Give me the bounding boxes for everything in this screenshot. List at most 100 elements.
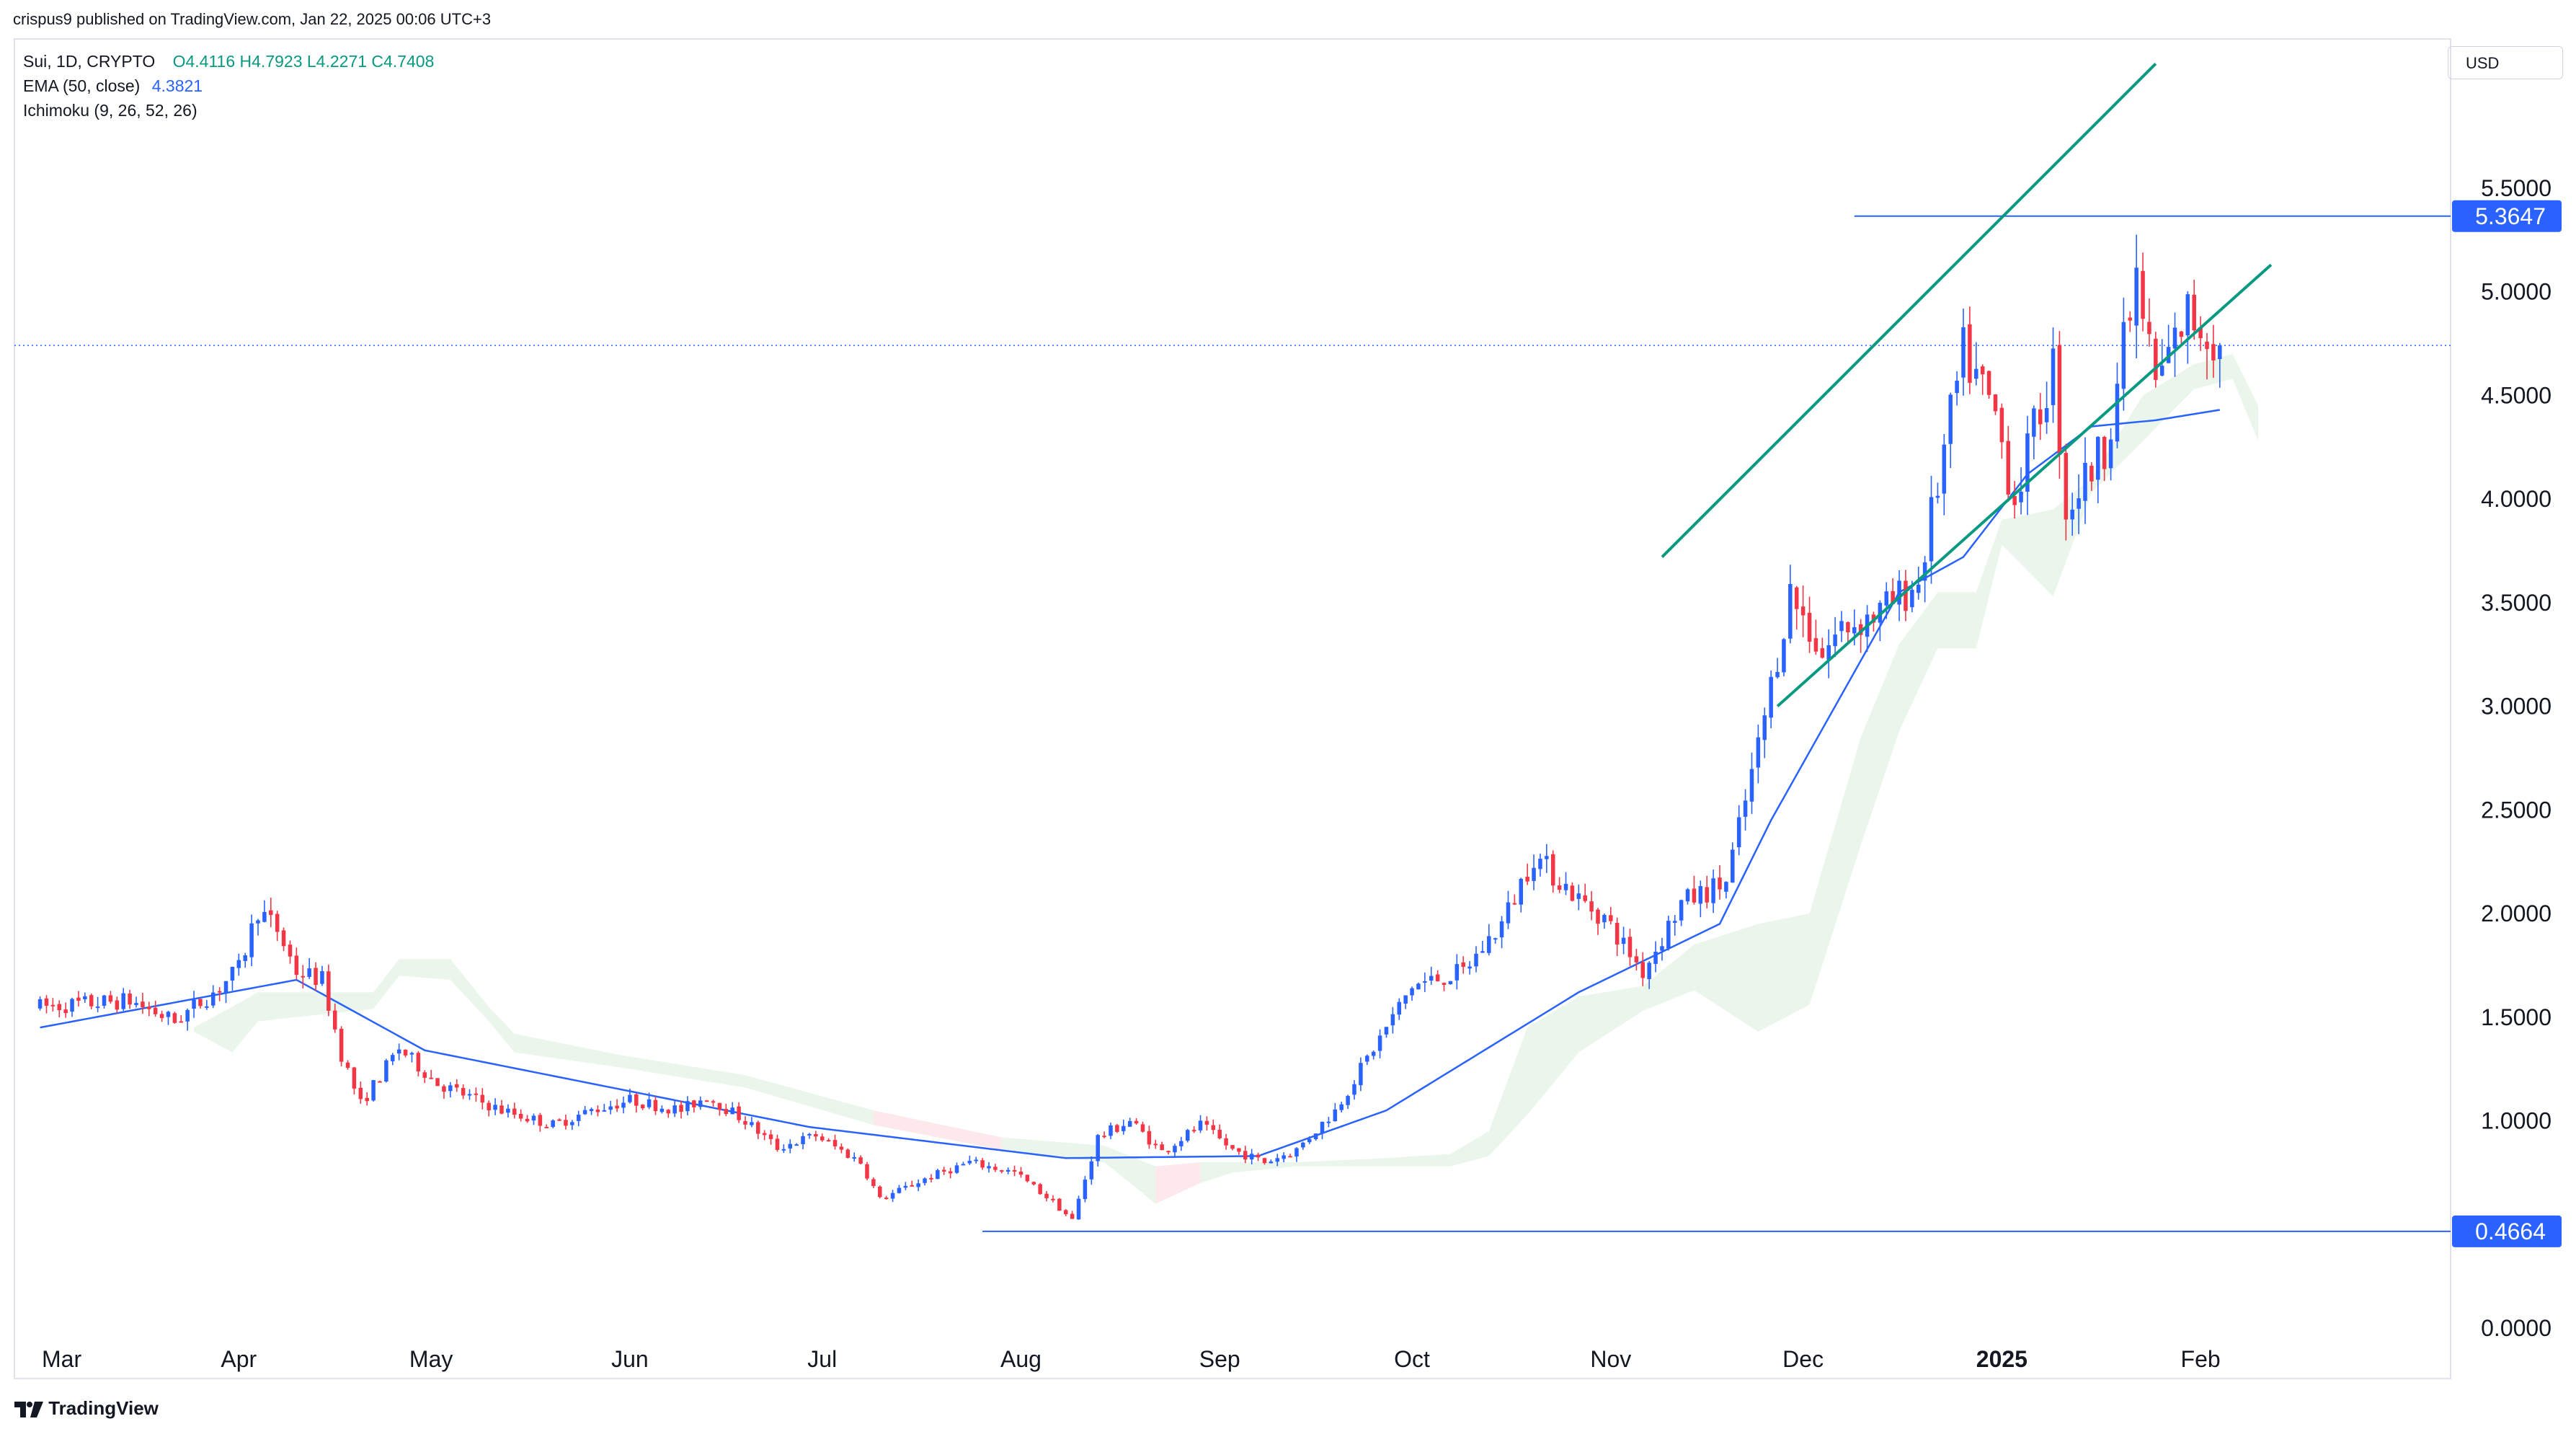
candle-up — [2121, 322, 2126, 389]
candle-down — [878, 1186, 882, 1198]
candle-up — [852, 1156, 856, 1159]
candle-up — [647, 1099, 652, 1107]
candle-up — [1454, 964, 1460, 981]
candle-up — [1326, 1121, 1331, 1123]
candle-up — [2044, 408, 2049, 422]
candle-up — [1410, 988, 1414, 996]
cloud-segment — [489, 1007, 515, 1053]
candle-up — [1852, 627, 1857, 634]
candle-up — [1897, 580, 1901, 605]
candle-down — [474, 1093, 479, 1095]
candle-down — [1718, 877, 1722, 890]
candle-down — [1102, 1136, 1106, 1138]
time-tick-label: Oct — [1394, 1346, 1430, 1372]
cloud-segment — [1809, 737, 1861, 1005]
price-tick-label: 4.5000 — [2481, 382, 2551, 408]
candle-up — [185, 1009, 190, 1022]
cloud-segment — [1643, 944, 1695, 1012]
candle-down — [2102, 436, 2107, 469]
candle-up — [2032, 408, 2036, 437]
candle-down — [327, 971, 331, 1011]
candle-down — [564, 1120, 568, 1126]
candle-up — [1826, 645, 1831, 660]
time-tick-label: Jun — [611, 1346, 649, 1372]
candle-down — [172, 1013, 177, 1023]
candle-up — [409, 1053, 414, 1055]
legend-ema-row[interactable]: EMA (50, close) 4.3821 — [23, 74, 434, 98]
candle-up — [1390, 1014, 1395, 1026]
price-axis[interactable]: 0.0000 1.0000 1.5000 2.0000 2.5000 3.0000 3.50… — [2481, 175, 2551, 1341]
candle-down — [1813, 638, 1818, 652]
candle-up — [391, 1055, 395, 1061]
tradingview-logo[interactable]: TradingView — [14, 1397, 159, 1420]
candle-down — [1800, 606, 1806, 616]
candle-up — [1416, 983, 1421, 990]
candle-down — [1166, 1151, 1171, 1153]
candle-down — [1243, 1151, 1248, 1160]
legend-symbol-row: Sui, 1D, CRYPTO O4.4116 H4.7923 L4.2271 … — [23, 49, 434, 74]
candle-down — [1583, 895, 1587, 901]
candle-down — [57, 1004, 62, 1011]
candle-down — [832, 1140, 838, 1146]
candle-up — [1339, 1104, 1343, 1110]
candle-up — [1397, 1001, 1402, 1015]
candle-down — [108, 995, 113, 1002]
legend-ichimoku-row[interactable]: Ichimoku (9, 26, 52, 26) — [23, 98, 434, 123]
candle-down — [1134, 1120, 1139, 1124]
candle-down — [2064, 453, 2069, 520]
candle-down — [1031, 1182, 1036, 1185]
candle-up — [1576, 893, 1581, 899]
symbol-label[interactable]: Sui, 1D, CRYPTO — [23, 52, 156, 71]
candle-up — [2019, 491, 2023, 503]
candle-up — [1621, 937, 1626, 944]
candle-down — [1692, 888, 1697, 903]
candle-down — [845, 1149, 850, 1158]
channel-upper-line — [1661, 62, 2157, 558]
candle-down — [294, 955, 299, 975]
candle-up — [936, 1170, 940, 1180]
cloud-segment — [1488, 1027, 1528, 1156]
candle-up — [1884, 591, 1889, 606]
candle-up — [1359, 1063, 1363, 1086]
candle-down — [487, 1102, 491, 1110]
candle-up — [897, 1187, 902, 1193]
price-tag-label: 0.4664 — [2475, 1218, 2546, 1244]
candle-up — [1365, 1056, 1369, 1062]
price-tick-label: 5.5000 — [2481, 175, 2551, 201]
candle-up — [685, 1101, 690, 1112]
candle-down — [2192, 294, 2196, 331]
candle-down — [281, 930, 286, 947]
time-tick-label: 2025 — [1976, 1346, 2028, 1372]
parallel-channel[interactable] — [1661, 62, 2273, 708]
candle-up — [1532, 867, 1536, 881]
candle-down — [692, 1100, 696, 1107]
candle-down — [198, 999, 203, 1007]
currency-selector[interactable]: USD — [2448, 46, 2563, 79]
candle-down — [1993, 394, 1998, 412]
candle-up — [1506, 902, 1511, 924]
candle-up — [531, 1115, 536, 1121]
candle-down — [1147, 1131, 1152, 1145]
candle-up — [1301, 1142, 1305, 1148]
candle-down — [442, 1086, 446, 1092]
time-tick-label: May — [409, 1346, 453, 1372]
candle-up — [1538, 859, 1542, 870]
cloud-segment — [2053, 478, 2092, 597]
candle-up — [750, 1122, 754, 1125]
cloud-segment — [1104, 1146, 1156, 1204]
candle-down — [1807, 612, 1812, 642]
candle-up — [134, 1003, 138, 1006]
candle-up — [2070, 509, 2074, 520]
cloud-segment — [1296, 1158, 1387, 1167]
candle-up — [1769, 676, 1773, 718]
plot-area[interactable] — [14, 38, 2451, 1379]
candle-down — [826, 1140, 831, 1142]
candle-down — [1589, 901, 1594, 912]
candle-up — [320, 970, 324, 984]
candle-down — [1038, 1184, 1042, 1195]
time-axis[interactable]: Mar Apr May Jun Jul Aug Sep Oct Nov Dec 2025 Feb — [42, 1346, 2221, 1372]
candle-down — [1256, 1154, 1261, 1158]
candle-up — [1833, 634, 1837, 647]
candle-down — [2154, 338, 2158, 380]
